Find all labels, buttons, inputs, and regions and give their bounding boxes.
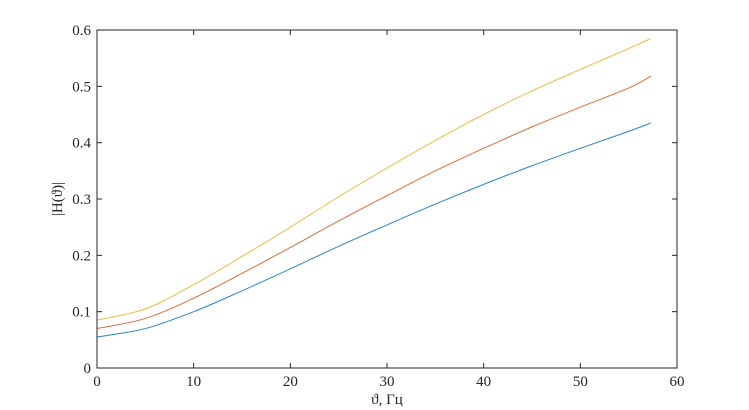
- x-tick-label: 50: [573, 374, 588, 390]
- x-tick-label: 10: [186, 374, 201, 390]
- y-tick-label: 0.1: [72, 305, 91, 321]
- x-axis-label: ϑ, Гц: [371, 392, 403, 408]
- y-tick-label: 0.4: [72, 136, 91, 152]
- x-tick-label: 20: [283, 374, 298, 390]
- series-layer: [96, 37, 652, 338]
- series-line-1: [96, 122, 652, 338]
- y-tick-label: 0.6: [72, 23, 91, 39]
- ticks-layer: 0 10 20 30 40 50 60 0 0.1 0.2 0.3 0.4 0.5 0.6: [72, 23, 684, 390]
- series-line-2: [96, 75, 652, 330]
- y-tick-label: 0.2: [72, 248, 91, 264]
- x-tick-label: 60: [670, 374, 685, 390]
- y-axis-label: |H(ϑ)|: [50, 182, 66, 216]
- y-tick-label: 0: [84, 361, 92, 377]
- x-tick-label: 30: [380, 374, 395, 390]
- y-tick-label: 0.3: [72, 192, 91, 208]
- y-tick-label: 0.5: [72, 79, 91, 95]
- x-tick-label: 0: [93, 374, 101, 390]
- axes-box: [96, 29, 678, 369]
- x-tick-label: 40: [476, 374, 491, 390]
- series-line-3: [96, 37, 652, 321]
